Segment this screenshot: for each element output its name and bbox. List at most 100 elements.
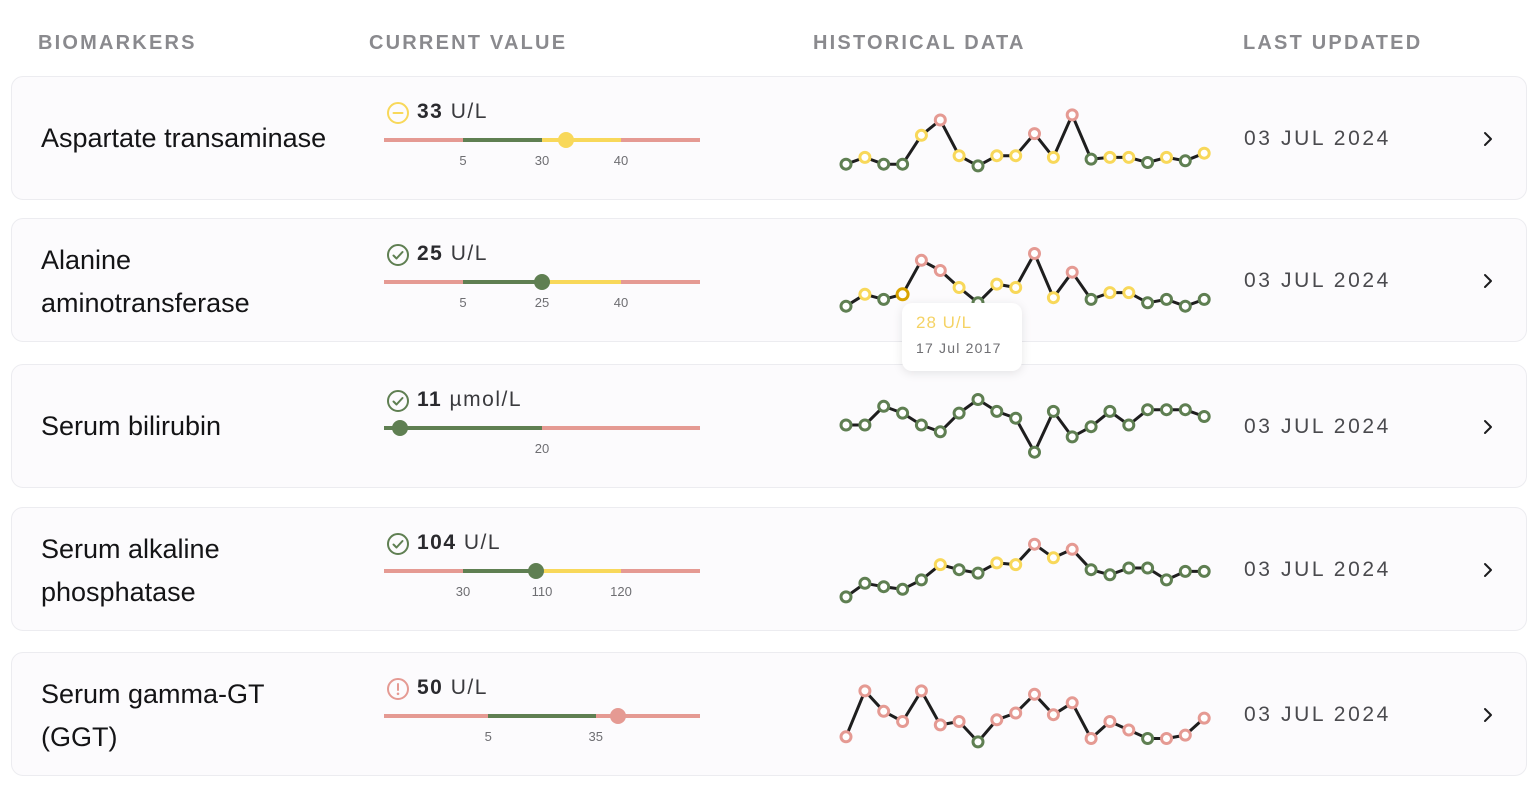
history-point[interactable] <box>933 718 947 732</box>
history-point[interactable] <box>1103 286 1117 300</box>
history-point[interactable] <box>914 684 928 698</box>
history-point[interactable] <box>933 425 947 439</box>
history-point[interactable] <box>1178 299 1192 313</box>
history-point[interactable] <box>952 281 966 294</box>
history-point[interactable] <box>896 406 910 420</box>
history-point[interactable] <box>1103 404 1117 418</box>
history-point[interactable] <box>990 277 1004 291</box>
history-point[interactable] <box>839 730 853 744</box>
history-point[interactable] <box>858 576 872 590</box>
chevron-right-icon[interactable] <box>1478 560 1498 580</box>
history-point[interactable] <box>1028 687 1041 701</box>
history-point[interactable] <box>971 393 985 406</box>
history-point[interactable] <box>1046 404 1060 418</box>
biomarker-row[interactable]: Serum alkaline phosphatase 104 U/L 30 110 120… <box>11 507 1527 631</box>
history-point[interactable] <box>1103 568 1117 582</box>
history-point[interactable] <box>933 113 947 127</box>
history-sparkline[interactable] <box>832 530 1232 615</box>
history-sparkline[interactable] <box>832 99 1232 184</box>
chevron-right-icon[interactable] <box>1478 271 1498 291</box>
history-sparkline[interactable] <box>832 387 1232 472</box>
history-point[interactable] <box>1065 265 1079 279</box>
history-point[interactable] <box>1084 292 1098 306</box>
history-point[interactable] <box>1160 573 1173 587</box>
history-point[interactable] <box>1178 564 1192 578</box>
chevron-right-icon[interactable] <box>1478 417 1498 437</box>
history-point[interactable] <box>1122 723 1136 737</box>
history-point[interactable] <box>1178 728 1192 742</box>
biomarker-row[interactable]: Alanine aminotransferase 25 U/L 5 25 40 03 JUL… <box>11 218 1527 342</box>
history-point[interactable] <box>1178 154 1192 168</box>
history-point[interactable] <box>1046 708 1060 722</box>
history-point[interactable] <box>952 563 966 577</box>
history-point[interactable] <box>1141 403 1155 417</box>
history-point[interactable] <box>914 418 928 432</box>
history-point[interactable] <box>1046 150 1060 164</box>
history-point[interactable] <box>896 715 910 728</box>
history-point[interactable] <box>877 704 891 718</box>
history-point[interactable] <box>1046 291 1060 305</box>
history-point[interactable] <box>952 149 966 163</box>
history-point[interactable] <box>933 558 947 572</box>
history-point[interactable] <box>896 582 910 596</box>
history-point[interactable] <box>1122 286 1136 300</box>
chevron-right-icon[interactable] <box>1478 129 1498 149</box>
biomarker-row[interactable]: Serum gamma-GT (GGT) 50 U/L 5 35 03 JUL 2024 <box>11 652 1527 776</box>
history-point[interactable] <box>1122 561 1136 575</box>
history-point[interactable] <box>952 406 966 420</box>
history-point[interactable] <box>1197 146 1211 160</box>
history-sparkline[interactable] <box>832 675 1232 760</box>
history-point[interactable] <box>895 287 910 302</box>
chevron-right-icon[interactable] <box>1478 705 1498 725</box>
history-point[interactable] <box>877 399 891 413</box>
history-point[interactable] <box>990 556 1004 570</box>
history-point[interactable] <box>1084 732 1098 745</box>
history-point[interactable] <box>858 287 872 301</box>
history-point[interactable] <box>952 715 966 728</box>
biomarker-row[interactable]: Serum bilirubin 11 µmol/L 20 03 JUL 2024 <box>11 364 1527 488</box>
history-point[interactable] <box>877 157 891 171</box>
history-point[interactable] <box>914 128 928 142</box>
history-point[interactable] <box>839 590 853 604</box>
history-point[interactable] <box>1141 561 1155 575</box>
history-point[interactable] <box>1028 537 1041 551</box>
history-point[interactable] <box>971 566 985 580</box>
history-point[interactable] <box>1160 732 1173 745</box>
history-point[interactable] <box>1065 108 1079 122</box>
biomarker-row[interactable]: Aspartate transaminase 33 U/L 5 30 40 03 JUL … <box>11 76 1527 200</box>
history-point[interactable] <box>1065 430 1079 444</box>
history-point[interactable] <box>1103 715 1117 728</box>
history-point[interactable] <box>1009 281 1023 294</box>
history-point[interactable] <box>990 713 1004 727</box>
history-point[interactable] <box>1065 542 1079 556</box>
history-point[interactable] <box>1084 563 1098 577</box>
history-point[interactable] <box>1178 403 1192 417</box>
history-point[interactable] <box>839 418 853 432</box>
history-point[interactable] <box>1122 418 1136 432</box>
history-point[interactable] <box>1009 706 1023 720</box>
history-point[interactable] <box>839 299 853 313</box>
history-point[interactable] <box>914 573 928 587</box>
history-point[interactable] <box>1084 152 1098 166</box>
history-point[interactable] <box>914 253 928 267</box>
history-point[interactable] <box>1009 411 1023 425</box>
history-point[interactable] <box>1141 156 1155 169</box>
history-point[interactable] <box>1065 696 1079 710</box>
history-point[interactable] <box>971 735 985 749</box>
history-point[interactable] <box>1197 292 1211 306</box>
history-point[interactable] <box>858 150 872 164</box>
history-point[interactable] <box>1028 445 1041 459</box>
history-point[interactable] <box>1028 127 1041 141</box>
history-point[interactable] <box>839 157 853 171</box>
history-point[interactable] <box>990 149 1004 163</box>
history-point[interactable] <box>1028 247 1041 260</box>
history-point[interactable] <box>971 159 985 173</box>
history-point[interactable] <box>990 404 1004 418</box>
history-point[interactable] <box>1160 150 1173 164</box>
history-point[interactable] <box>1084 420 1098 434</box>
history-point[interactable] <box>1197 564 1211 578</box>
history-point[interactable] <box>1009 149 1023 163</box>
history-point[interactable] <box>1046 551 1060 565</box>
history-point[interactable] <box>877 292 891 306</box>
history-point[interactable] <box>858 418 872 432</box>
